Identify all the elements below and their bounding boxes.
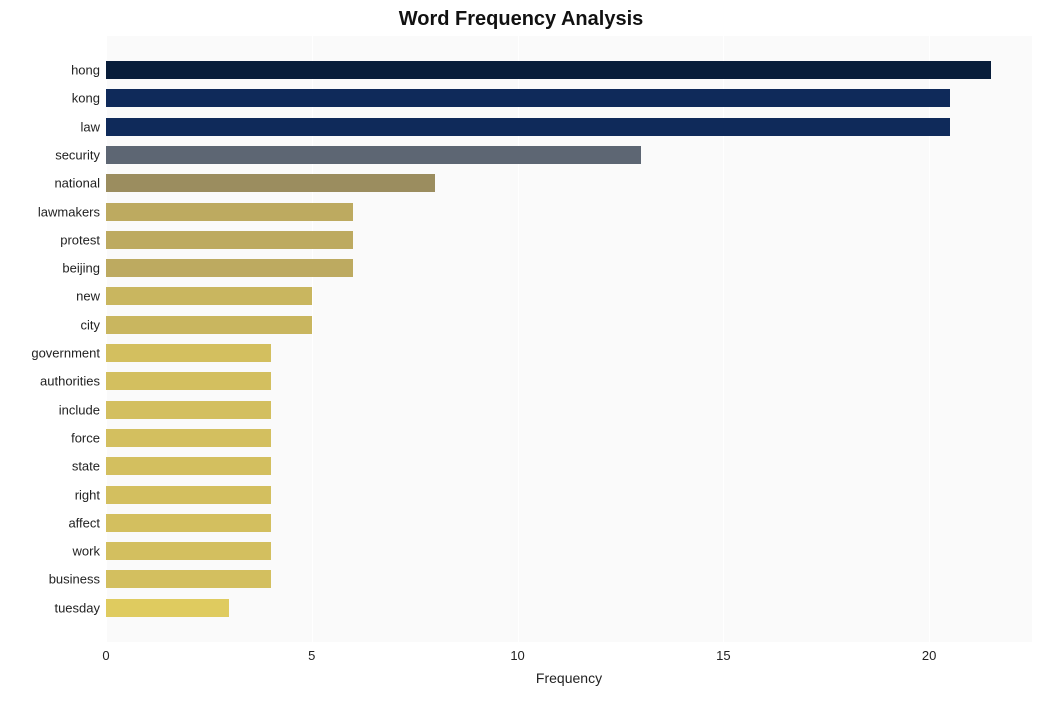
ylabel: authorities (40, 374, 106, 389)
ylabel: affect (68, 515, 106, 530)
xtick-label: 5 (308, 642, 315, 663)
bar (106, 344, 271, 362)
ylabel: kong (72, 91, 106, 106)
bar (106, 429, 271, 447)
ylabel: business (49, 572, 106, 587)
ylabel: national (54, 176, 106, 191)
bar (106, 486, 271, 504)
bar (106, 174, 435, 192)
bar (106, 542, 271, 560)
bar (106, 316, 312, 334)
bar (106, 231, 353, 249)
chart-title: Word Frequency Analysis (0, 8, 1042, 31)
word-frequency-chart: Word Frequency Analysis Frequency 051015… (0, 0, 1042, 701)
xtick-label: 15 (716, 642, 730, 663)
bar (106, 118, 950, 136)
ylabel: city (81, 317, 107, 332)
xtick-label: 0 (102, 642, 109, 663)
xaxis-title: Frequency (536, 642, 602, 686)
bar (106, 514, 271, 532)
ylabel: government (31, 346, 106, 361)
bar (106, 146, 641, 164)
ylabel: protest (60, 232, 106, 247)
ylabel: work (73, 544, 106, 559)
ylabel: force (71, 430, 106, 445)
ylabel: state (72, 459, 106, 474)
ylabel: hong (71, 63, 106, 78)
ylabel: lawmakers (38, 204, 106, 219)
ylabel: security (55, 147, 106, 162)
bar (106, 61, 991, 79)
bar (106, 599, 229, 617)
ylabel: include (59, 402, 106, 417)
ylabel: beijing (62, 261, 106, 276)
bar (106, 401, 271, 419)
ylabel: new (76, 289, 106, 304)
plot-area: Frequency 05101520hongkonglawsecuritynat… (106, 36, 1032, 642)
bar (106, 203, 353, 221)
bar (106, 259, 353, 277)
xtick-label: 20 (922, 642, 936, 663)
xtick-label: 10 (510, 642, 524, 663)
ylabel: law (80, 119, 106, 134)
bar (106, 457, 271, 475)
bar (106, 89, 950, 107)
bar (106, 287, 312, 305)
bar (106, 372, 271, 390)
ylabel: tuesday (54, 600, 106, 615)
bar (106, 570, 271, 588)
ylabel: right (75, 487, 106, 502)
